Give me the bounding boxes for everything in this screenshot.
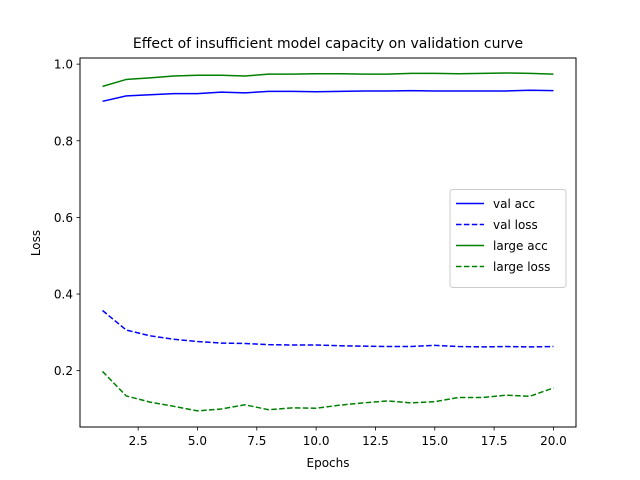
series-line-1 [102,309,554,348]
y-tick-label: 0.4 [54,288,73,302]
legend-box [449,189,567,288]
legend: val acc val loss large acc large loss [449,189,567,288]
x-tick-label: 2.5 [129,434,148,448]
x-tick-label: 17.5 [481,434,508,448]
x-tick-label: 20.0 [540,434,567,448]
y-axis: 0.2 0.4 0.6 0.8 1.0 [54,58,80,378]
x-tick-label: 7.5 [247,434,266,448]
x-axis-label: Epochs [307,456,350,470]
y-tick-label: 0.2 [54,364,73,378]
y-tick-label: 1.0 [54,58,73,72]
series-line-2 [102,72,554,88]
x-tick-label: 5.0 [188,434,207,448]
plot-area [102,72,554,412]
series-line-3 [102,370,554,412]
legend-label: val acc [493,197,535,211]
x-tick-label: 12.5 [362,434,389,448]
y-tick-label: 0.8 [54,134,73,148]
legend-label: large acc [493,239,548,253]
legend-label: val loss [493,218,538,232]
x-axis: 2.5 5.0 7.5 10.0 12.5 15.0 17.5 20.0 [129,427,567,448]
x-tick-label: 15.0 [421,434,448,448]
x-tick-label: 10.0 [303,434,330,448]
legend-label: large loss [493,260,550,274]
chart-title: Effect of insufficient model capacity on… [133,36,523,52]
y-tick-label: 0.6 [54,211,73,225]
y-axis-label: Loss [29,230,43,256]
series-line-0 [102,89,554,103]
plot-frame [79,57,577,428]
